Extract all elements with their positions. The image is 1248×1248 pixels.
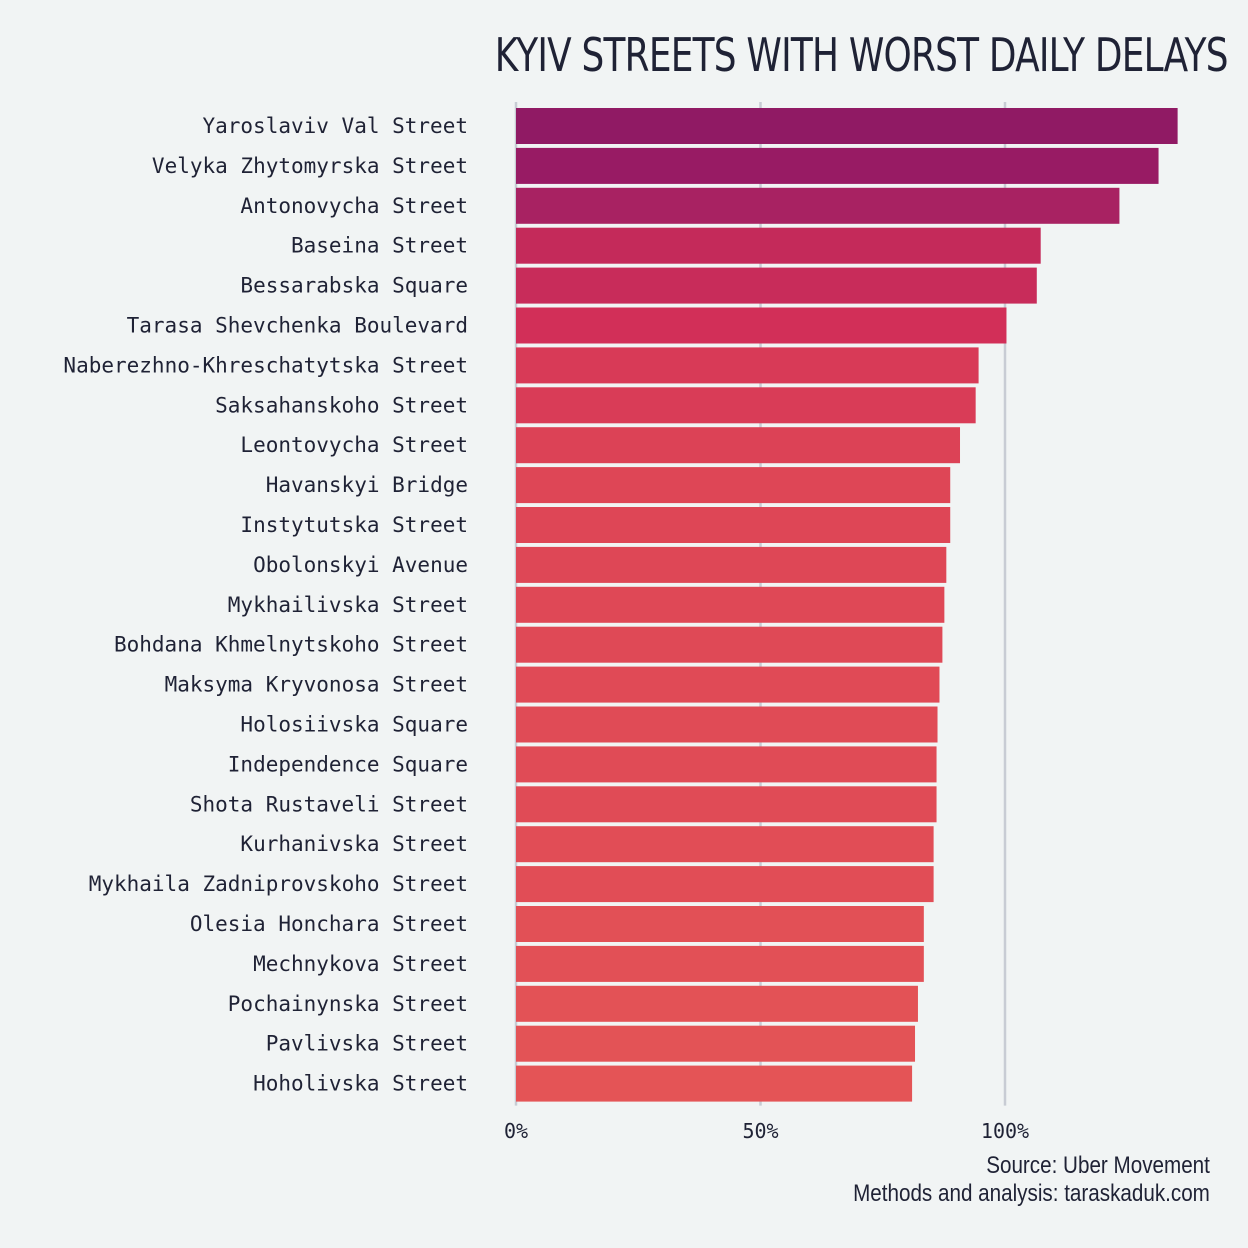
category-label: Mykhailivska Street [228, 593, 468, 617]
category-label: Pochainynska Street [228, 992, 468, 1016]
source-note: Source: Uber Movement [986, 1152, 1210, 1179]
category-label: Antonovycha Street [240, 194, 468, 218]
category-label: Holosiivska Square [240, 713, 468, 737]
category-label: Kurhanivska Street [240, 832, 468, 856]
bar [516, 108, 1178, 144]
x-tick-label: 100% [981, 1119, 1029, 1143]
bar [516, 706, 938, 743]
bar [516, 507, 951, 543]
caption: Source: Uber Movement Methods and analys… [853, 1152, 1210, 1208]
x-axis-ticks: 0% 50% 100% [504, 1119, 1029, 1143]
category-label: Leontovycha Street [240, 433, 468, 457]
category-label: Obolonskyi Avenue [253, 553, 468, 577]
category-label: Velyka Zhytomyrska Street [152, 154, 468, 178]
bar [516, 786, 937, 823]
bar [516, 1025, 916, 1062]
bars [516, 108, 1178, 1102]
category-label: Baseina Street [291, 234, 468, 258]
bar [516, 666, 940, 703]
bar [516, 1065, 913, 1102]
category-label: Bohdana Khmelnytskoho Street [114, 633, 468, 657]
bar [516, 866, 934, 903]
bar [516, 985, 918, 1022]
category-label: Bessarabska Square [240, 274, 468, 298]
bar [516, 427, 961, 464]
category-label: Mechnykova Street [253, 952, 468, 976]
bar [516, 347, 979, 384]
bar [516, 267, 1037, 304]
bar [516, 546, 947, 583]
bar [516, 945, 924, 982]
category-label: Hoholivska Street [253, 1072, 468, 1096]
credit-note: Methods and analysis: taraskaduk.com [853, 1180, 1210, 1207]
category-label: Saksahanskoho Street [215, 393, 468, 417]
category-label: Pavlivska Street [266, 1032, 468, 1056]
category-label: Independence Square [228, 752, 468, 776]
category-label: Shota Rustaveli Street [190, 792, 468, 816]
bar [516, 147, 1159, 184]
category-label: Maksyma Kryvonosa Street [165, 673, 468, 697]
bar [516, 586, 945, 623]
category-label: Olesia Honchara Street [190, 912, 468, 936]
bar [516, 626, 943, 663]
chart-title: KYIV STREETS WITH WORST DAILY DELAYS [494, 28, 1229, 82]
bar [516, 187, 1120, 224]
bar [516, 906, 924, 942]
bar [516, 227, 1041, 264]
category-label: Yaroslaviv Val Street [202, 114, 468, 138]
bar [516, 746, 937, 783]
category-label: Tarasa Shevchenka Boulevard [127, 314, 468, 338]
bar [516, 467, 951, 504]
category-label: Havanskyi Bridge [266, 473, 468, 497]
bar [516, 826, 934, 863]
category-labels: Yaroslaviv Val Street Velyka Zhytomyrska … [63, 114, 468, 1096]
category-label: Mykhaila Zadniprovskoho Street [89, 872, 468, 896]
bar [516, 307, 1007, 344]
x-tick-label: 0% [504, 1119, 528, 1143]
category-label: Instytutska Street [240, 513, 468, 537]
category-label: Naberezhno-Khreschatytska Street [63, 353, 468, 377]
x-tick-label: 50% [742, 1119, 778, 1143]
bar [516, 387, 976, 424]
